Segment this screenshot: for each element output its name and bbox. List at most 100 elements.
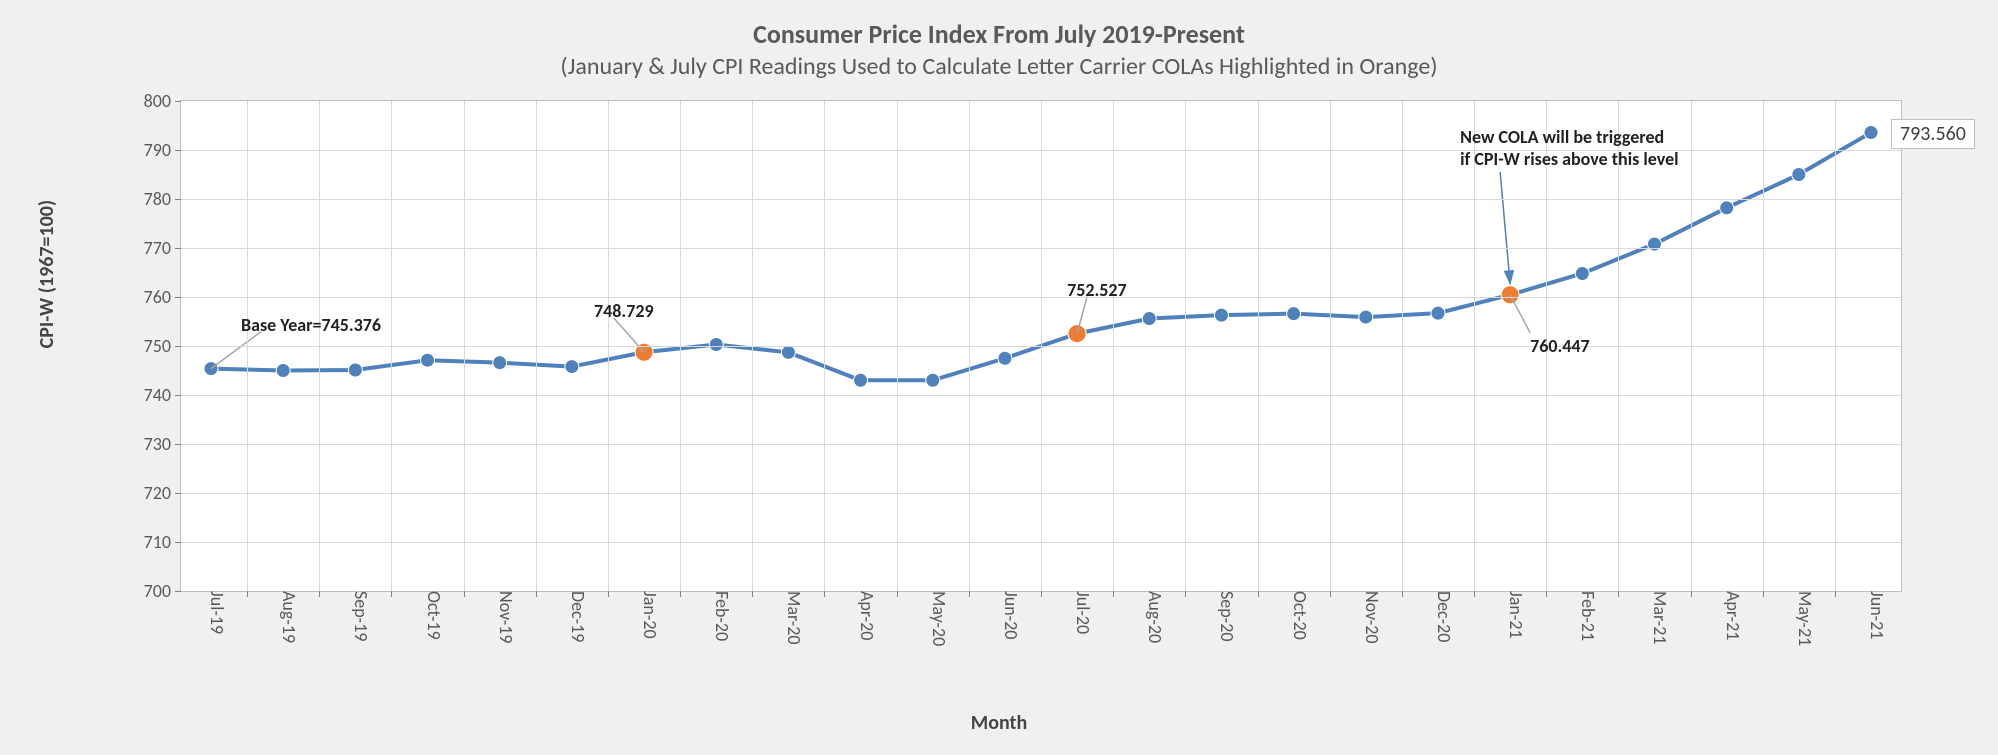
annotation-leader — [614, 318, 644, 352]
x-tick-mark — [897, 591, 898, 597]
y-tick-mark — [175, 297, 181, 298]
data-marker — [565, 360, 579, 374]
data-marker — [781, 345, 795, 359]
x-tick-label: Aug-19 — [278, 591, 300, 643]
data-marker — [709, 338, 723, 352]
gridline-vertical — [680, 101, 681, 591]
x-tick-mark — [1835, 591, 1836, 597]
annotation-jan20: 748.729 — [594, 300, 654, 322]
x-tick-mark — [969, 591, 970, 597]
data-marker — [854, 373, 868, 387]
annotation-cola-line2: if CPI-W rises above this level — [1460, 148, 1678, 170]
data-marker — [1142, 312, 1156, 326]
x-tick-mark — [1041, 591, 1042, 597]
x-tick-mark — [391, 591, 392, 597]
x-tick-label: Jan-20 — [639, 591, 661, 639]
highlight-marker — [1068, 325, 1086, 343]
x-tick-mark — [1618, 591, 1619, 597]
gridline-vertical — [1835, 101, 1836, 591]
annotation-jan21: 760.447 — [1530, 335, 1590, 357]
gridline-vertical — [1113, 101, 1114, 591]
y-tick-mark — [175, 591, 181, 592]
x-tick-mark — [1546, 591, 1547, 597]
x-tick-label: Jun-21 — [1866, 591, 1888, 639]
x-tick-label: Feb-21 — [1577, 591, 1599, 641]
last-value-callout: 793.560 — [1891, 119, 1975, 149]
annotation-base-year: Base Year=745.376 — [241, 314, 381, 336]
annotation-leader — [211, 332, 261, 369]
gridline-vertical — [536, 101, 537, 591]
gridline-vertical — [1258, 101, 1259, 591]
data-marker — [926, 373, 940, 387]
x-tick-label: Apr-20 — [856, 591, 878, 640]
data-marker — [493, 356, 507, 370]
gridline-vertical — [969, 101, 970, 591]
x-tick-mark — [1691, 591, 1692, 597]
x-tick-label: Nov-19 — [495, 591, 517, 644]
x-tick-mark — [1330, 591, 1331, 597]
plot-area: 700710720730740750760770780790800Jul-19A… — [180, 100, 1902, 592]
x-tick-mark — [319, 591, 320, 597]
gridline-vertical — [247, 101, 248, 591]
annotation-jul20: 752.527 — [1067, 279, 1127, 301]
x-tick-label: Apr-21 — [1722, 591, 1744, 640]
x-tick-label: Feb-20 — [711, 591, 733, 641]
chart-subtitle: (January & July CPI Readings Used to Cal… — [0, 52, 1998, 81]
gridline-vertical — [1041, 101, 1042, 591]
x-tick-label: Oct-20 — [1289, 591, 1311, 640]
data-marker — [1359, 310, 1373, 324]
data-marker — [1720, 201, 1734, 215]
gridline-vertical — [1185, 101, 1186, 591]
gridline-vertical — [897, 101, 898, 591]
x-tick-label: Jan-21 — [1505, 591, 1527, 639]
gridline-vertical — [608, 101, 609, 591]
gridline-vertical — [1330, 101, 1331, 591]
y-tick-mark — [175, 395, 181, 396]
y-tick-mark — [175, 542, 181, 543]
y-axis-label: CPI-W (1967=100) — [35, 199, 59, 347]
y-tick-mark — [175, 346, 181, 347]
data-marker — [1864, 126, 1878, 140]
x-tick-label: Sep-20 — [1216, 591, 1238, 641]
gridline-vertical — [1763, 101, 1764, 591]
x-tick-mark — [1402, 591, 1403, 597]
chart-title: Consumer Price Index From July 2019-Pres… — [0, 18, 1998, 50]
x-tick-label: Sep-19 — [350, 591, 372, 641]
x-tick-mark — [247, 591, 248, 597]
x-tick-label: Dec-19 — [567, 591, 589, 642]
x-tick-label: Nov-20 — [1361, 591, 1383, 644]
x-tick-mark — [1185, 591, 1186, 597]
gridline-vertical — [1402, 101, 1403, 591]
x-tick-label: May-20 — [928, 591, 950, 646]
x-axis-label: Month — [0, 711, 1998, 735]
y-tick-mark — [175, 150, 181, 151]
y-tick-mark — [175, 444, 181, 445]
x-tick-label: Jun-20 — [1000, 591, 1022, 639]
data-marker — [1214, 308, 1228, 322]
x-tick-mark — [1113, 591, 1114, 597]
x-tick-label: May-21 — [1794, 591, 1816, 646]
x-tick-label: Mar-20 — [783, 591, 805, 645]
gridline-vertical — [752, 101, 753, 591]
x-tick-label: Jul-19 — [206, 591, 228, 634]
gridline-vertical — [1618, 101, 1619, 591]
annotation-cola-line1: New COLA will be triggered — [1460, 126, 1664, 148]
x-tick-mark — [464, 591, 465, 597]
x-tick-mark — [1763, 591, 1764, 597]
annotation-leader — [1510, 295, 1530, 333]
x-tick-label: Oct-19 — [423, 591, 445, 640]
x-tick-mark — [536, 591, 537, 597]
y-tick-mark — [175, 248, 181, 249]
gridline-vertical — [464, 101, 465, 591]
cola-arrow — [1500, 172, 1510, 284]
gridline-vertical — [1474, 101, 1475, 591]
data-marker — [276, 364, 290, 378]
x-tick-label: Jul-20 — [1072, 591, 1094, 634]
gridline-vertical — [1691, 101, 1692, 591]
data-marker — [348, 363, 362, 377]
x-tick-label: Mar-21 — [1649, 591, 1671, 645]
y-tick-mark — [175, 199, 181, 200]
data-marker — [1287, 307, 1301, 321]
x-tick-mark — [752, 591, 753, 597]
data-marker — [998, 351, 1012, 365]
